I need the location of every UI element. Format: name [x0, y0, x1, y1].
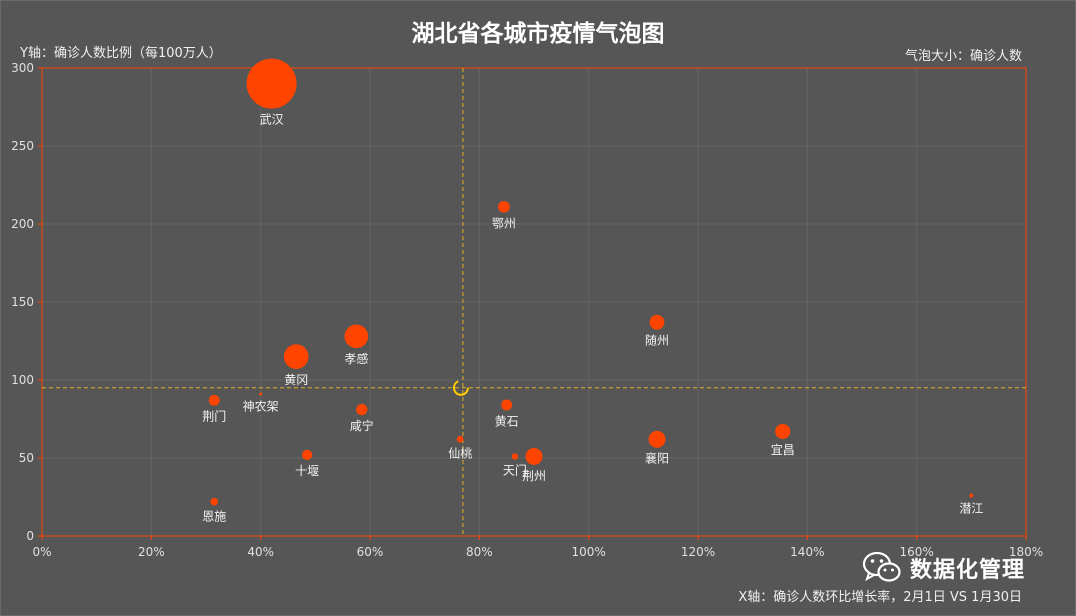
- bubble: [511, 453, 519, 460]
- bubble: [649, 314, 665, 330]
- bubble: [246, 58, 297, 109]
- x-tick-label: 100%: [572, 545, 606, 559]
- bubble: [356, 404, 368, 416]
- bubble-label: 天门: [503, 463, 527, 478]
- x-tick-label: 120%: [681, 545, 715, 559]
- y-tick-label: 300: [11, 61, 34, 75]
- y-tick-label: 100: [11, 373, 34, 387]
- bubble: [525, 447, 543, 465]
- x-tick-label: 140%: [790, 545, 824, 559]
- wechat-icon: [862, 551, 901, 582]
- bubble: [208, 394, 220, 406]
- reference-lines: [42, 68, 1026, 536]
- x-tick-label: 160%: [900, 545, 934, 559]
- bubble: [648, 430, 666, 448]
- watermark-text: 数据化管理: [910, 558, 1026, 583]
- bubble: [969, 493, 974, 498]
- bubble-label: 荆州: [522, 469, 546, 483]
- loading-spinner-icon: [452, 379, 469, 396]
- x-tick-label: 0%: [32, 545, 51, 559]
- bubble: [210, 497, 218, 506]
- y-tick-label: 250: [11, 139, 34, 153]
- bubble-label: 潜江: [959, 501, 983, 515]
- grid: [42, 68, 1026, 536]
- axis-ticks: 0% 20% 40% 60% 80% 100% 120% 140% 160% 180% 0 50 100…: [11, 61, 1043, 559]
- bubble-label: 黄石: [495, 414, 519, 428]
- bubble-label: 仙桃: [448, 446, 472, 461]
- watermark: 数据化管理: [862, 548, 1025, 588]
- bubble-label: 襄阳: [645, 451, 669, 466]
- bubble-label: 宜昌: [771, 442, 795, 457]
- bubble: [456, 435, 464, 443]
- x-tick-label: 180%: [1009, 545, 1043, 559]
- y-tick-label: 200: [11, 217, 34, 231]
- bubble: [259, 392, 263, 396]
- x-axis-label: X轴：确诊人数环比增长率，2月1日 VS 1月30日: [738, 590, 1022, 605]
- bubble: [501, 399, 513, 411]
- bubble-size-label: 气泡大小：确诊人数: [904, 49, 1022, 64]
- bubble-label: 咸宁: [350, 418, 374, 433]
- bubble-label: 武汉: [260, 113, 284, 127]
- y-tick-label: 150: [11, 295, 34, 309]
- bubble-label: 孝感: [344, 351, 368, 366]
- x-tick-label: 60%: [357, 545, 384, 559]
- x-tick-label: 80%: [466, 545, 493, 559]
- y-tick-label: 50: [19, 451, 34, 465]
- bubble: [301, 449, 313, 461]
- y-tick-label: 0: [26, 529, 34, 543]
- y-axis-label: Y轴：确诊人数比例（每100万人）: [20, 46, 222, 61]
- bubble-label: 黄冈: [284, 373, 308, 387]
- bubble: [283, 344, 309, 369]
- bubble-label: 荆门: [202, 409, 226, 424]
- bubble: [775, 423, 791, 440]
- bubble: [498, 201, 510, 213]
- x-tick-label: 20%: [138, 545, 165, 559]
- bubble-label: 神农架: [243, 400, 279, 414]
- bubble: [344, 324, 369, 349]
- chart-title: 湖北省各城市疫情气泡图: [411, 21, 665, 47]
- bubble-label: 十堰: [295, 464, 319, 478]
- x-tick-label: 40%: [247, 545, 274, 559]
- bubble-label: 鄂州: [492, 217, 516, 231]
- bubble-label: 恩施: [202, 509, 226, 523]
- bubble-label: 随州: [645, 333, 669, 348]
- bubbles: [208, 58, 974, 506]
